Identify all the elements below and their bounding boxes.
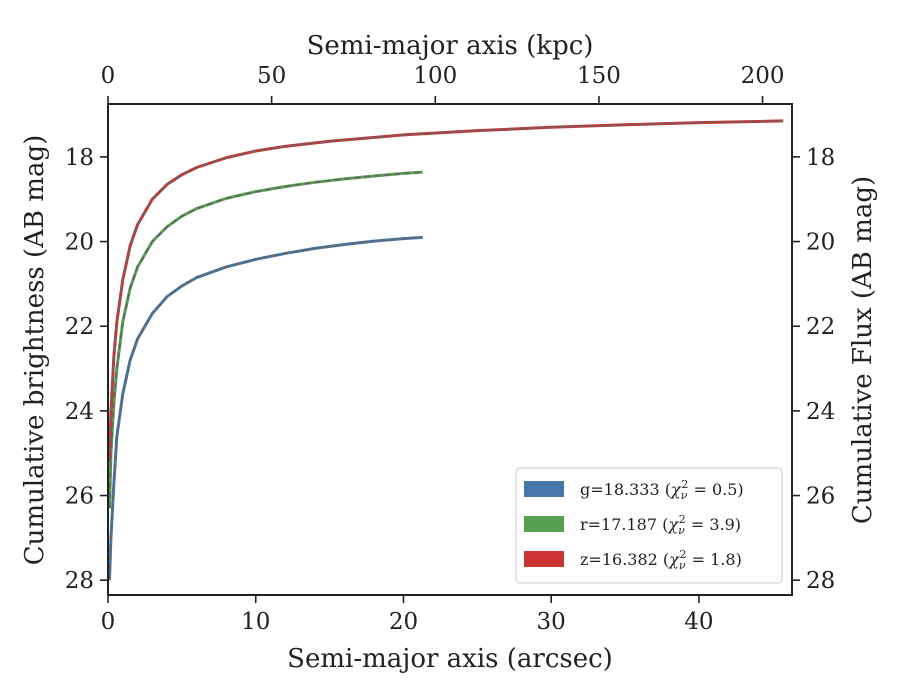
x-tick-label-30: 30 (537, 609, 566, 635)
plot-frame (107, 103, 793, 596)
y2-tick-label-22: 22 (806, 314, 835, 340)
series-model-line-g (108, 236, 423, 581)
x-tick-label-20: 20 (389, 609, 418, 635)
chart-marks (107, 119, 784, 581)
y2-tick-label-28: 28 (806, 568, 835, 594)
series-model-line-z (108, 120, 784, 462)
x2-tick-label-0: 0 (101, 63, 116, 89)
x-tick-label-40: 40 (684, 609, 713, 635)
chart-ticks: 0 10 20 30 40 0 50 100 150 200 18 18 20 20 22 22 24 24 26 2… (65, 63, 836, 635)
legend-swatch-z (524, 551, 564, 567)
legend-swatch-g (524, 481, 564, 497)
legend-label-r: r=17.187 (χν2 = 3.9) (580, 513, 741, 537)
x-tick-label-10: 10 (241, 609, 270, 635)
legend-label-g: g=18.333 (χν2 = 0.5) (580, 478, 744, 502)
y2-tick-label-26: 26 (806, 484, 835, 510)
legend-box (515, 467, 783, 584)
y-tick-label-24: 24 (65, 399, 94, 425)
y-tick-label-20: 20 (65, 230, 94, 256)
legend-label-z: z=16.382 (χν2 = 1.8) (580, 548, 742, 572)
y-tick-label-28: 28 (65, 568, 94, 594)
y-tick-label-18: 18 (65, 145, 94, 171)
y-tick-label-26: 26 (65, 484, 94, 510)
series-line-z (107, 119, 784, 462)
series-line-g (107, 235, 423, 581)
x2-axis-title: Semi-major axis (kpc) (307, 31, 594, 61)
legend: g=18.333 (χν2 = 0.5) r=17.187 (χν2 = 3.9)… (515, 467, 783, 584)
series-model-line-r (108, 171, 423, 509)
x2-tick-label-100: 100 (413, 63, 457, 89)
x-axis-title: Semi-major axis (arcsec) (287, 644, 613, 674)
legend-swatch-r (524, 516, 564, 532)
x2-tick-label-200: 200 (741, 63, 785, 89)
y-tick-label-22: 22 (65, 314, 94, 340)
series-line-r (107, 170, 423, 509)
x2-tick-label-150: 150 (577, 63, 621, 89)
x-tick-label-0: 0 (101, 609, 116, 635)
y2-tick-label-20: 20 (806, 230, 835, 256)
x2-tick-label-50: 50 (257, 63, 286, 89)
y2-axis-title: Cumulative Flux (AB mag) (848, 176, 878, 524)
y2-tick-label-24: 24 (806, 399, 835, 425)
y2-tick-label-18: 18 (806, 145, 835, 171)
y-axis-title: Cumulative brightness (AB mag) (20, 135, 50, 566)
